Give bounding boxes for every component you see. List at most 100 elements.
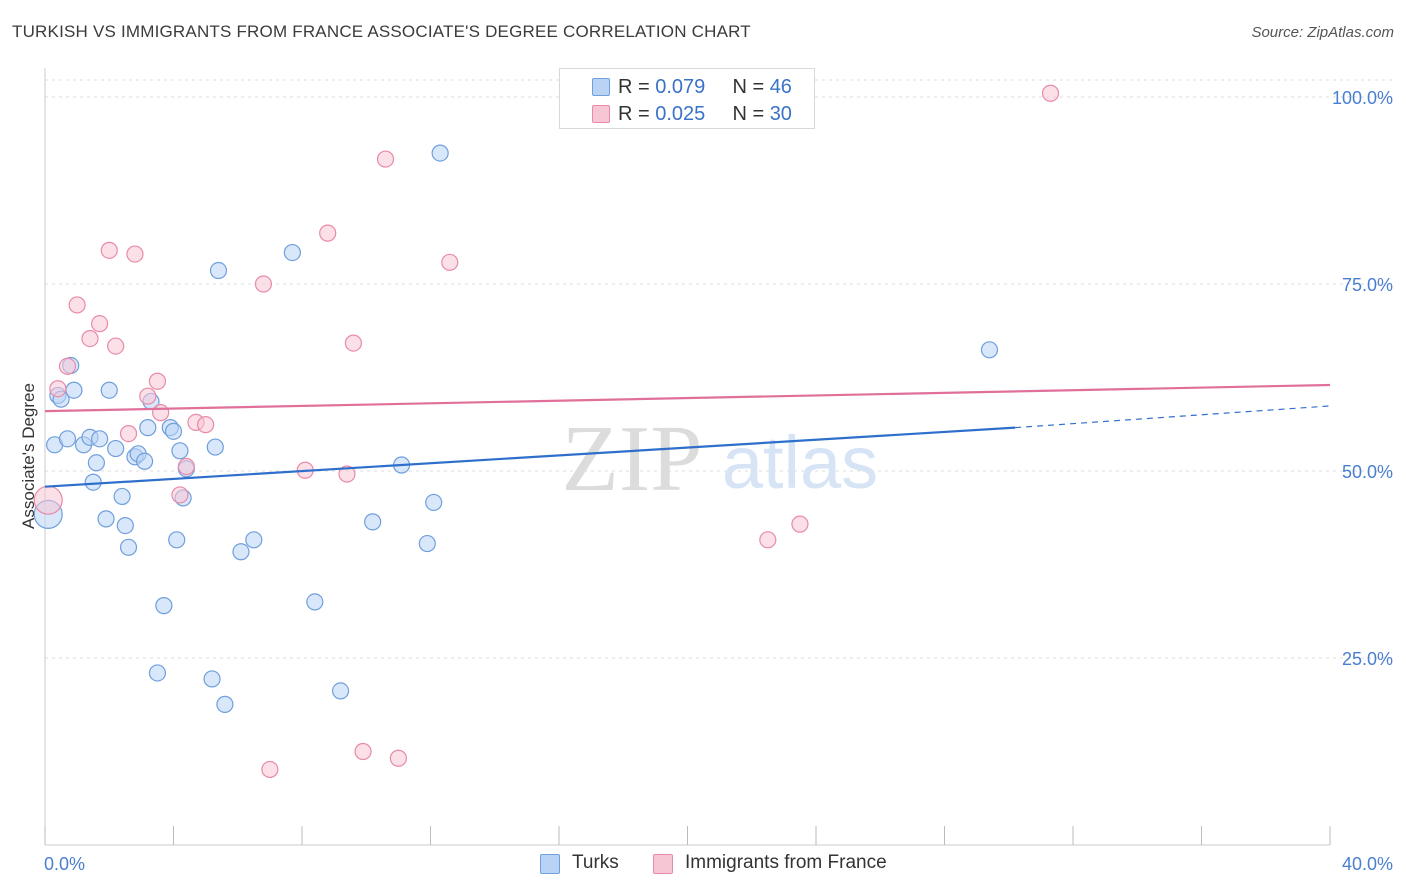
y-tick-label: 50.0% <box>1342 462 1393 482</box>
point-france <box>197 416 215 434</box>
legend-swatch-turks <box>592 78 610 96</box>
x-tick-label: 0.0% <box>44 854 85 874</box>
point-turks <box>119 538 138 556</box>
x-tick-label: 40.0% <box>1342 854 1393 874</box>
point-france <box>148 372 167 390</box>
point-turks <box>209 261 228 280</box>
legend-row-turks: R = 0.079 N = 46 <box>592 76 792 99</box>
bottom-swatch-turks <box>540 854 560 874</box>
point-france <box>177 457 195 476</box>
point-france <box>319 224 337 242</box>
point-france <box>91 315 109 333</box>
y-axis-label: Associate's Degree <box>19 383 38 529</box>
axes <box>44 68 1331 846</box>
point-turks <box>171 442 189 460</box>
trend-line-turks-extension <box>1015 405 1331 429</box>
point-turks <box>65 381 83 399</box>
point-turks <box>58 430 77 448</box>
point-france <box>261 760 279 779</box>
point-turks <box>418 534 436 553</box>
point-turks <box>135 452 154 470</box>
point-france <box>68 296 86 314</box>
point-france <box>100 241 118 259</box>
legend-r-value: 0.079 <box>655 76 706 98</box>
trend-line-france <box>44 383 1331 413</box>
point-turks <box>164 422 183 440</box>
watermark-zip: ZIP <box>562 407 703 511</box>
point-turks <box>425 493 443 512</box>
y-tick-label: 25.0% <box>1342 649 1393 669</box>
point-france <box>81 330 99 348</box>
point-france <box>33 485 63 515</box>
france-points <box>33 84 1060 779</box>
point-turks <box>148 664 167 682</box>
point-france <box>338 465 356 483</box>
point-france <box>791 515 809 533</box>
point-turks <box>206 438 224 456</box>
point-turks <box>107 439 125 458</box>
x-tick-labels: 0.0% 40.0% <box>44 854 1393 874</box>
y-tick-label: 100.0% <box>1332 88 1393 108</box>
point-france <box>344 334 362 352</box>
point-turks <box>980 341 999 359</box>
point-turks <box>84 473 102 491</box>
point-france <box>1041 84 1060 102</box>
legend-n-label: N = <box>732 103 770 125</box>
point-turks <box>116 517 134 535</box>
y-tick-labels: 25.0% 50.0% 75.0% 100.0% <box>1332 88 1393 669</box>
legend-n-label: N = <box>732 76 770 98</box>
legend-n-value: 30 <box>769 103 792 125</box>
legend-row-france: R = 0.025 N = 30 <box>592 103 792 126</box>
point-turks <box>91 430 109 448</box>
point-turks <box>306 593 324 611</box>
point-france <box>107 337 125 355</box>
point-turks <box>232 543 250 561</box>
grid-lines <box>45 79 1392 659</box>
point-turks <box>245 531 263 549</box>
point-france <box>759 531 777 549</box>
point-turks <box>283 243 301 262</box>
point-turks <box>203 670 221 688</box>
point-france <box>254 275 273 293</box>
source-label: Source: ZipAtlas.com <box>1251 24 1394 41</box>
point-france <box>441 253 459 271</box>
point-turks <box>139 419 157 437</box>
point-france <box>139 387 157 405</box>
point-turks <box>113 487 131 506</box>
legend-r-label: R = <box>618 76 656 98</box>
bottom-swatch-france <box>653 854 673 874</box>
trend-line-turks <box>44 426 1016 488</box>
bottom-legend-france: Immigrants from France <box>653 852 887 874</box>
point-france <box>58 357 77 375</box>
point-france <box>49 380 67 398</box>
legend-r-value: 0.025 <box>655 103 706 125</box>
point-france <box>354 742 372 761</box>
point-turks <box>168 531 186 549</box>
bottom-legend-turks: Turks <box>540 852 619 874</box>
point-france <box>376 150 395 168</box>
bottom-legend-france-label: Immigrants from France <box>685 852 887 873</box>
point-turks <box>331 682 350 700</box>
stats-legend: R = 0.079 N = 46 R = 0.025 N = 30 <box>559 68 815 129</box>
y-tick-label: 75.0% <box>1342 275 1393 295</box>
watermark-atlas: atlas <box>722 421 878 504</box>
point-turks <box>364 513 382 531</box>
bottom-legend-turks-label: Turks <box>572 852 619 873</box>
point-france <box>119 425 138 443</box>
point-france <box>389 749 407 767</box>
point-turks <box>216 695 234 713</box>
point-france <box>126 245 144 263</box>
point-turks <box>97 510 115 528</box>
point-france <box>152 404 170 422</box>
legend-swatch-france <box>592 105 610 123</box>
chart-title: TURKISH VS IMMIGRANTS FROM FRANCE ASSOCI… <box>12 22 751 41</box>
watermark: ZIP atlas <box>562 407 879 511</box>
point-france <box>171 486 189 504</box>
trend-lines <box>44 383 1331 488</box>
legend-r-label: R = <box>618 103 656 125</box>
point-turks <box>87 454 106 472</box>
legend-n-value: 46 <box>769 76 792 98</box>
point-turks <box>100 381 118 399</box>
point-turks <box>431 144 449 162</box>
